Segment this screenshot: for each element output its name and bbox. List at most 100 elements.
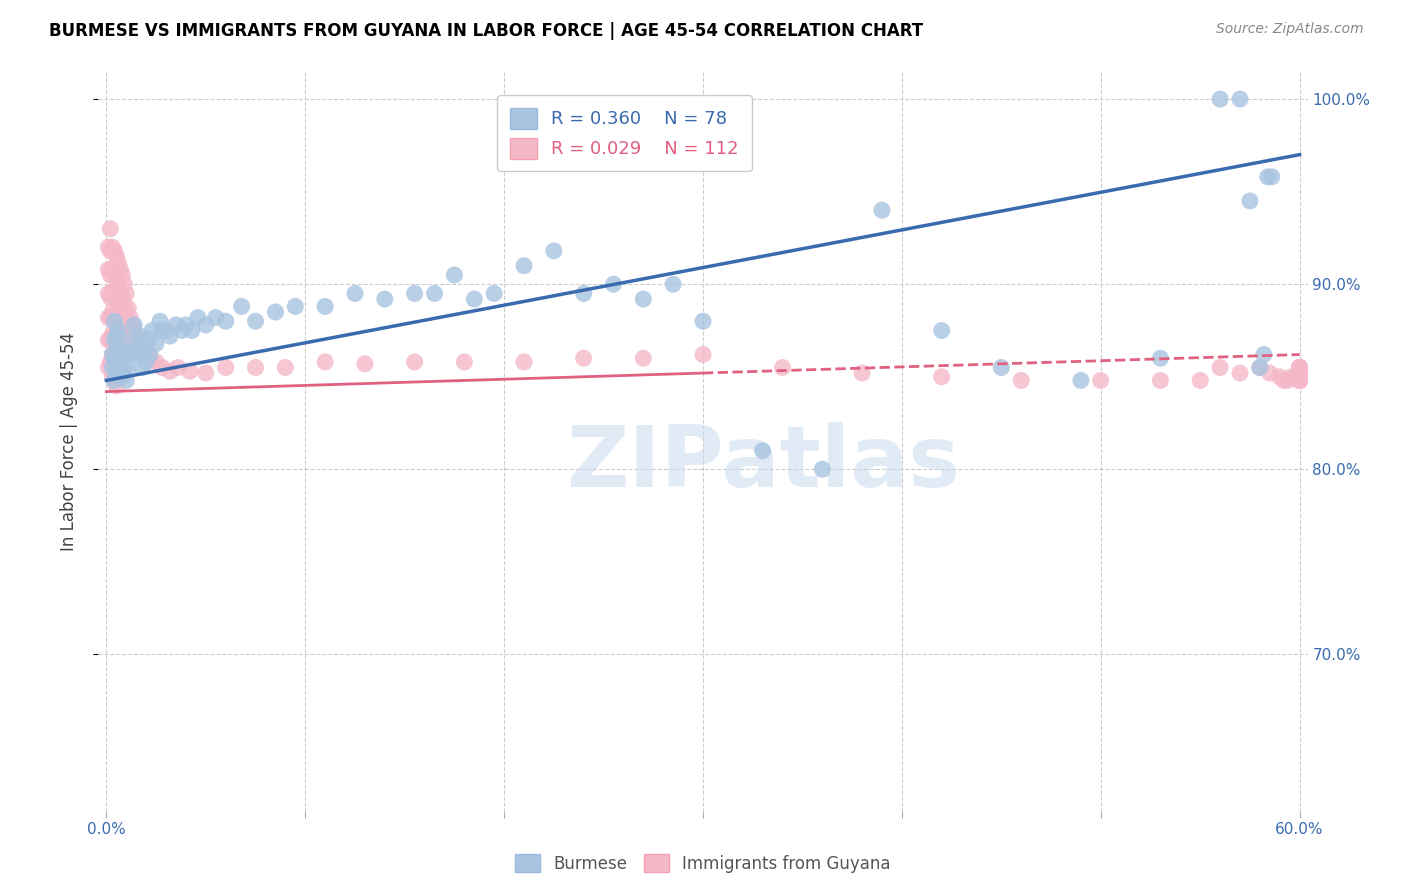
Point [354,357,377,371]
Point [155,323,177,337]
Point [1209,92,1232,106]
Point [215,314,238,328]
Point [284,300,307,314]
Point [107,300,129,314]
Point [423,286,446,301]
Point [1288,366,1310,380]
Point [149,314,172,328]
Point [141,323,163,337]
Point [1258,366,1281,380]
Point [314,355,336,369]
Point [692,347,714,361]
Point [120,310,142,325]
Point [772,360,794,375]
Point [103,266,125,280]
Point [1010,374,1032,388]
Point [602,277,624,292]
Point [101,240,124,254]
Point [101,369,124,384]
Point [1070,374,1092,388]
Point [1288,374,1310,388]
Point [101,285,124,299]
Point [98,310,121,325]
Point [103,314,125,328]
Point [101,262,124,277]
Point [110,305,132,319]
Point [204,310,226,325]
Point [1149,374,1171,388]
Point [1277,374,1299,388]
Point [112,360,135,375]
Point [513,259,536,273]
Point [463,292,485,306]
Point [111,347,134,361]
Point [110,285,132,299]
Point [851,366,873,380]
Point [110,342,132,356]
Point [1288,366,1310,380]
Point [1288,360,1310,375]
Point [662,277,685,292]
Point [101,347,124,361]
Point [103,329,125,343]
Text: ZIPatlas: ZIPatlas [567,422,960,505]
Point [125,342,148,356]
Point [1090,374,1112,388]
Point [136,333,159,347]
Point [374,292,396,306]
Point [215,360,238,375]
Point [811,462,834,476]
Point [97,286,120,301]
Legend: Burmese, Immigrants from Guyana: Burmese, Immigrants from Guyana [509,847,897,880]
Point [115,347,138,361]
Point [931,323,953,337]
Point [264,305,287,319]
Point [1288,366,1310,380]
Point [107,277,129,292]
Point [105,249,128,263]
Point [103,351,125,366]
Point [111,268,134,282]
Point [1288,374,1310,388]
Point [107,360,129,375]
Point [513,355,536,369]
Point [990,360,1012,375]
Point [121,318,143,332]
Point [121,333,143,347]
Point [633,351,655,366]
Point [110,262,132,277]
Point [120,347,142,361]
Point [112,277,135,292]
Point [105,347,128,361]
Point [131,360,153,375]
Point [107,342,129,356]
Point [931,369,953,384]
Point [139,347,162,361]
Point [231,300,253,314]
Point [1288,369,1310,384]
Point [105,314,128,328]
Point [131,342,153,356]
Point [159,364,181,378]
Point [1288,369,1310,384]
Point [150,360,173,375]
Point [543,244,565,258]
Point [101,360,124,375]
Point [1253,347,1275,361]
Point [194,366,217,380]
Point [1288,360,1310,375]
Point [1288,369,1310,384]
Point [1288,369,1310,384]
Point [98,268,121,282]
Point [105,379,128,393]
Point [111,369,134,384]
Point [97,262,120,277]
Point [145,336,167,351]
Point [1281,369,1303,384]
Point [111,310,134,325]
Point [101,305,124,319]
Point [1288,369,1310,384]
Point [107,255,129,269]
Point [245,314,267,328]
Point [98,333,121,347]
